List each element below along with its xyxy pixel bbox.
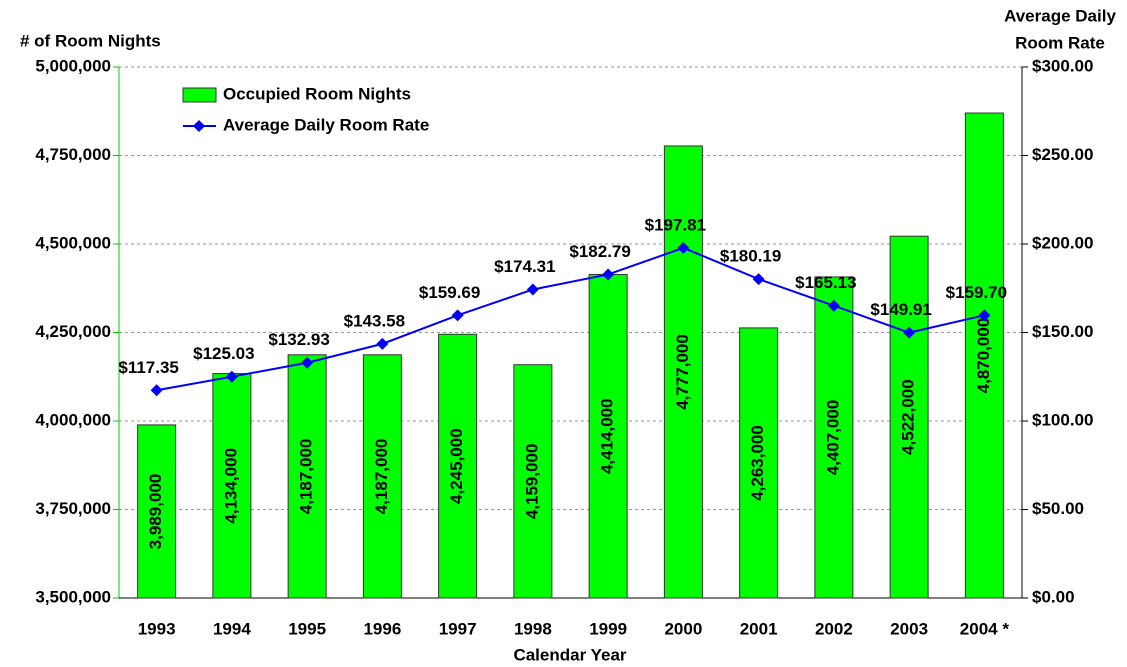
rate-marker xyxy=(978,309,991,322)
bar xyxy=(889,235,929,599)
rate-value-label: $125.03 xyxy=(193,344,254,363)
bar xyxy=(513,364,553,599)
rate-marker xyxy=(677,241,690,254)
rate-value-label: $117.35 xyxy=(118,358,179,377)
rate-value-label: $165.13 xyxy=(795,273,856,292)
rate-marker xyxy=(451,309,464,322)
x-tick-label: 2001 xyxy=(740,619,778,638)
y2-axis-label: Average Daily xyxy=(1004,6,1116,25)
y-tick-label: 3,500,000 xyxy=(35,587,111,606)
rate-value-label: $180.19 xyxy=(720,247,781,266)
bar-value-label: 4,777,000 xyxy=(673,334,692,410)
bar-value-label: 4,159,000 xyxy=(522,444,541,520)
bar xyxy=(137,424,177,599)
legend-label: Occupied Room Nights xyxy=(223,84,411,103)
bar-value-label: 4,522,000 xyxy=(899,379,918,455)
y-tick-label: 4,250,000 xyxy=(35,322,111,341)
y-tick-label: 4,750,000 xyxy=(35,145,111,164)
y2-tick-label: $300.00 xyxy=(1032,56,1093,75)
bar xyxy=(663,145,703,599)
bar-value-label: 4,187,000 xyxy=(372,439,391,515)
legend-label: Average Daily Room Rate xyxy=(223,115,429,134)
rate-marker xyxy=(225,370,238,383)
x-tick-label: 1997 xyxy=(439,619,477,638)
legend-swatch xyxy=(182,87,217,103)
x-tick-label: 2002 xyxy=(815,619,853,638)
rate-value-label: $143.58 xyxy=(344,311,405,330)
rate-value-label: $132.93 xyxy=(268,330,329,349)
rate-value-label: $182.79 xyxy=(569,242,630,261)
x-tick-label: 1993 xyxy=(138,619,176,638)
rate-value-label: $149.91 xyxy=(870,300,931,319)
y2-tick-label: $150.00 xyxy=(1032,322,1093,341)
bar xyxy=(964,112,1004,599)
rate-marker xyxy=(752,273,765,286)
y2-tick-label: $250.00 xyxy=(1032,145,1093,164)
x-tick-label: 2003 xyxy=(890,619,928,638)
x-tick-label: 2004 * xyxy=(960,619,1010,638)
bar-value-label: 4,134,000 xyxy=(221,448,240,524)
rate-line xyxy=(156,246,985,392)
bar xyxy=(739,327,779,599)
rate-value-label: $174.31 xyxy=(494,257,555,276)
x-tick-label: 1999 xyxy=(589,619,627,638)
y-tick-label: 4,500,000 xyxy=(35,233,111,252)
bar-value-label: 4,414,000 xyxy=(598,398,617,474)
y2-tick-label: $200.00 xyxy=(1032,233,1093,252)
x-tick-label: 1994 xyxy=(213,619,251,638)
rate-marker xyxy=(376,337,389,350)
rate-value-label: $159.70 xyxy=(946,283,1007,302)
bar-value-label: 4,187,000 xyxy=(297,439,316,515)
bar-value-label: 4,245,000 xyxy=(447,428,466,504)
bar xyxy=(588,273,628,599)
bar-value-label: 3,989,000 xyxy=(146,474,165,550)
rate-marker xyxy=(150,384,163,397)
y-tick-label: 5,000,000 xyxy=(35,56,111,75)
bar xyxy=(362,354,402,599)
rate-marker xyxy=(301,356,314,369)
y2-tick-label: $100.00 xyxy=(1032,410,1093,429)
x-tick-label: 2000 xyxy=(664,619,702,638)
x-tick-label: 1996 xyxy=(363,619,401,638)
x-tick-label: 1998 xyxy=(514,619,552,638)
bar xyxy=(212,373,252,599)
bar-value-label: 4,870,000 xyxy=(974,318,993,394)
bar-value-label: 4,407,000 xyxy=(823,400,842,476)
bar-value-label: 4,263,000 xyxy=(748,425,767,501)
y-tick-label: 3,750,000 xyxy=(35,499,111,518)
bar xyxy=(438,333,478,599)
y2-tick-label: $0.00 xyxy=(1032,587,1075,606)
legend-swatch xyxy=(193,120,205,132)
rate-value-label: $197.81 xyxy=(645,215,706,234)
bar xyxy=(814,276,854,599)
y-axis-label: # of Room Nights xyxy=(20,31,161,50)
rate-marker xyxy=(827,299,840,312)
rate-value-label: $159.69 xyxy=(419,283,480,302)
y-tick-label: 4,000,000 xyxy=(35,410,111,429)
rate-marker xyxy=(526,283,539,296)
y2-axis-label: Room Rate xyxy=(1015,33,1105,52)
x-axis-label: Calendar Year xyxy=(513,645,626,664)
rate-marker xyxy=(903,326,916,339)
bar xyxy=(287,354,327,599)
y2-tick-label: $50.00 xyxy=(1032,499,1084,518)
x-tick-label: 1995 xyxy=(288,619,326,638)
rate-marker xyxy=(602,268,615,281)
